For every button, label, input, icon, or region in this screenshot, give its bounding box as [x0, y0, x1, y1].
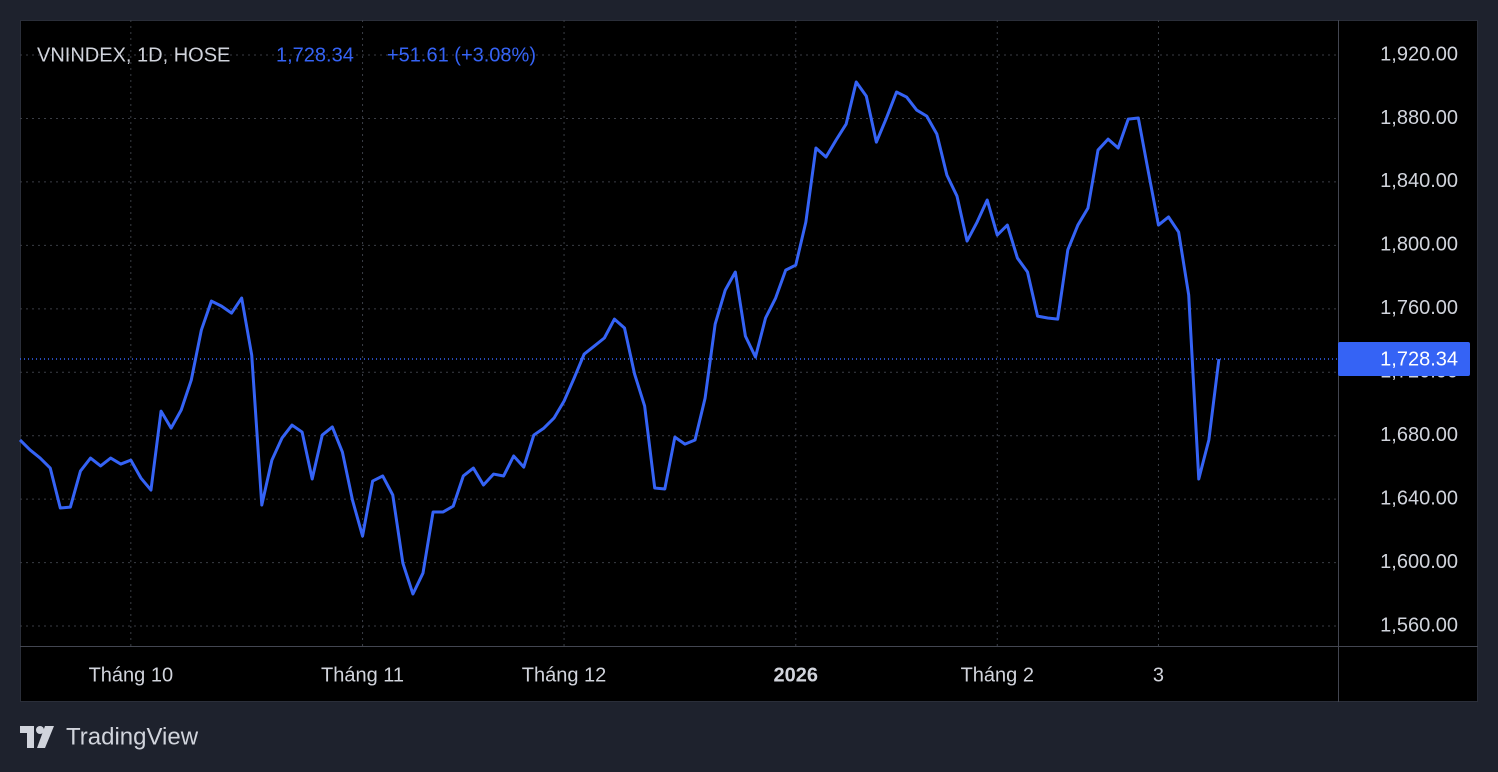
grid: [20, 20, 1338, 646]
y-tick-label: 1,800.00: [1380, 234, 1458, 256]
change: +51.61 (+3.08%): [387, 44, 536, 66]
last-price-label: 1,728.34: [1380, 348, 1458, 370]
symbol: VNINDEX, 1D, HOSE: [37, 44, 230, 66]
plot: [18, 80, 1338, 596]
x-tick-label: Tháng 2: [961, 664, 1034, 686]
y-tick-label: 1,760.00: [1380, 297, 1458, 319]
chart-panel: [20, 20, 1478, 702]
price-line: [18, 80, 1221, 596]
branding: TradingView: [66, 723, 199, 750]
y-tick-label: 1,920.00: [1380, 43, 1458, 65]
x-tick-label: 3: [1153, 664, 1164, 686]
x-tick-label: Tháng 11: [321, 664, 404, 686]
x-tick-label: Tháng 10: [89, 664, 174, 686]
y-tick-label: 1,640.00: [1380, 487, 1458, 509]
y-tick-label: 1,600.00: [1380, 551, 1458, 573]
y-tick-label: 1,560.00: [1380, 614, 1458, 636]
y-tick-label: 1,840.00: [1380, 170, 1458, 192]
axes: 1,560.001,600.001,640.001,680.001,720.00…: [89, 43, 1470, 686]
price: 1,728.34: [276, 44, 354, 66]
y-tick-label: 1,880.00: [1380, 107, 1458, 129]
x-tick-label: 2026: [774, 664, 819, 686]
y-tick-label: 1,680.00: [1380, 424, 1458, 446]
last-price-tag: [1338, 342, 1470, 377]
logo: [20, 726, 54, 748]
x-tick-label: Tháng 12: [522, 664, 607, 686]
